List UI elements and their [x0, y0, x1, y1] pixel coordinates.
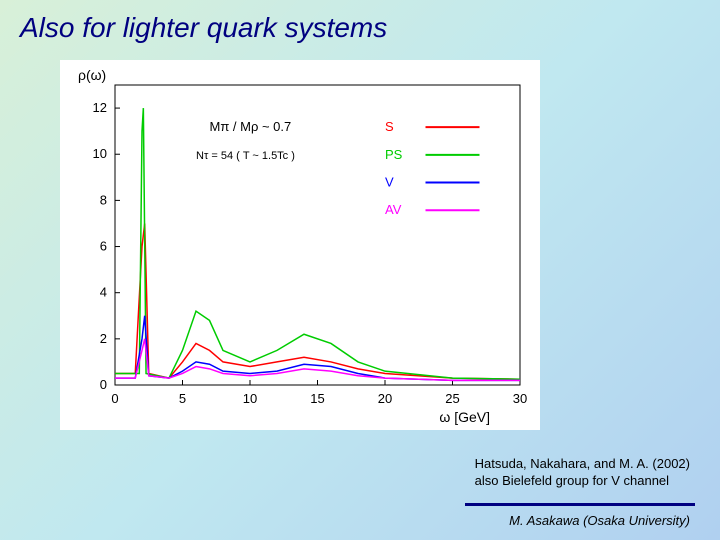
citation-text: Hatsuda, Nakahara, and M. A. (2002) also… — [475, 456, 690, 490]
svg-text:5: 5 — [179, 391, 186, 406]
svg-text:15: 15 — [310, 391, 324, 406]
svg-text:0: 0 — [111, 391, 118, 406]
svg-text:10: 10 — [93, 146, 107, 161]
svg-text:S: S — [385, 119, 394, 134]
footer-author: M. Asakawa (Osaka University) — [509, 513, 690, 528]
spectral-function-chart: 0 5 10 15 20 25 30 0 2 4 6 8 10 12 ρ(ω) ω [GeV] Mπ / Mρ … — [60, 60, 540, 430]
citation-line-1: Hatsuda, Nakahara, and M. A. (2002) — [475, 456, 690, 471]
svg-text:6: 6 — [100, 239, 107, 254]
svg-text:20: 20 — [378, 391, 392, 406]
svg-text:ρ(ω): ρ(ω) — [78, 67, 106, 83]
chart-svg: 0 5 10 15 20 25 30 0 2 4 6 8 10 12 ρ(ω) ω [GeV] Mπ / Mρ … — [60, 60, 540, 430]
svg-text:12: 12 — [93, 100, 107, 115]
citation-line-2: also Bielefeld group for V channel — [475, 473, 669, 488]
svg-text:4: 4 — [100, 285, 107, 300]
svg-text:10: 10 — [243, 391, 257, 406]
svg-text:30: 30 — [513, 391, 527, 406]
svg-text:V: V — [385, 175, 394, 190]
svg-text:Nτ = 54 ( T ~ 1.5Tc ): Nτ = 54 ( T ~ 1.5Tc ) — [196, 150, 295, 162]
svg-text:2: 2 — [100, 331, 107, 346]
svg-text:0: 0 — [100, 377, 107, 392]
svg-text:Mπ / Mρ ~ 0.7: Mπ / Mρ ~ 0.7 — [210, 119, 292, 134]
svg-text:25: 25 — [445, 391, 459, 406]
svg-text:ω [GeV]: ω [GeV] — [439, 409, 490, 425]
svg-text:8: 8 — [100, 192, 107, 207]
svg-text:AV: AV — [385, 202, 402, 217]
footer-divider — [465, 503, 695, 506]
svg-text:PS: PS — [385, 147, 403, 162]
slide-title: Also for lighter quark systems — [0, 0, 720, 44]
